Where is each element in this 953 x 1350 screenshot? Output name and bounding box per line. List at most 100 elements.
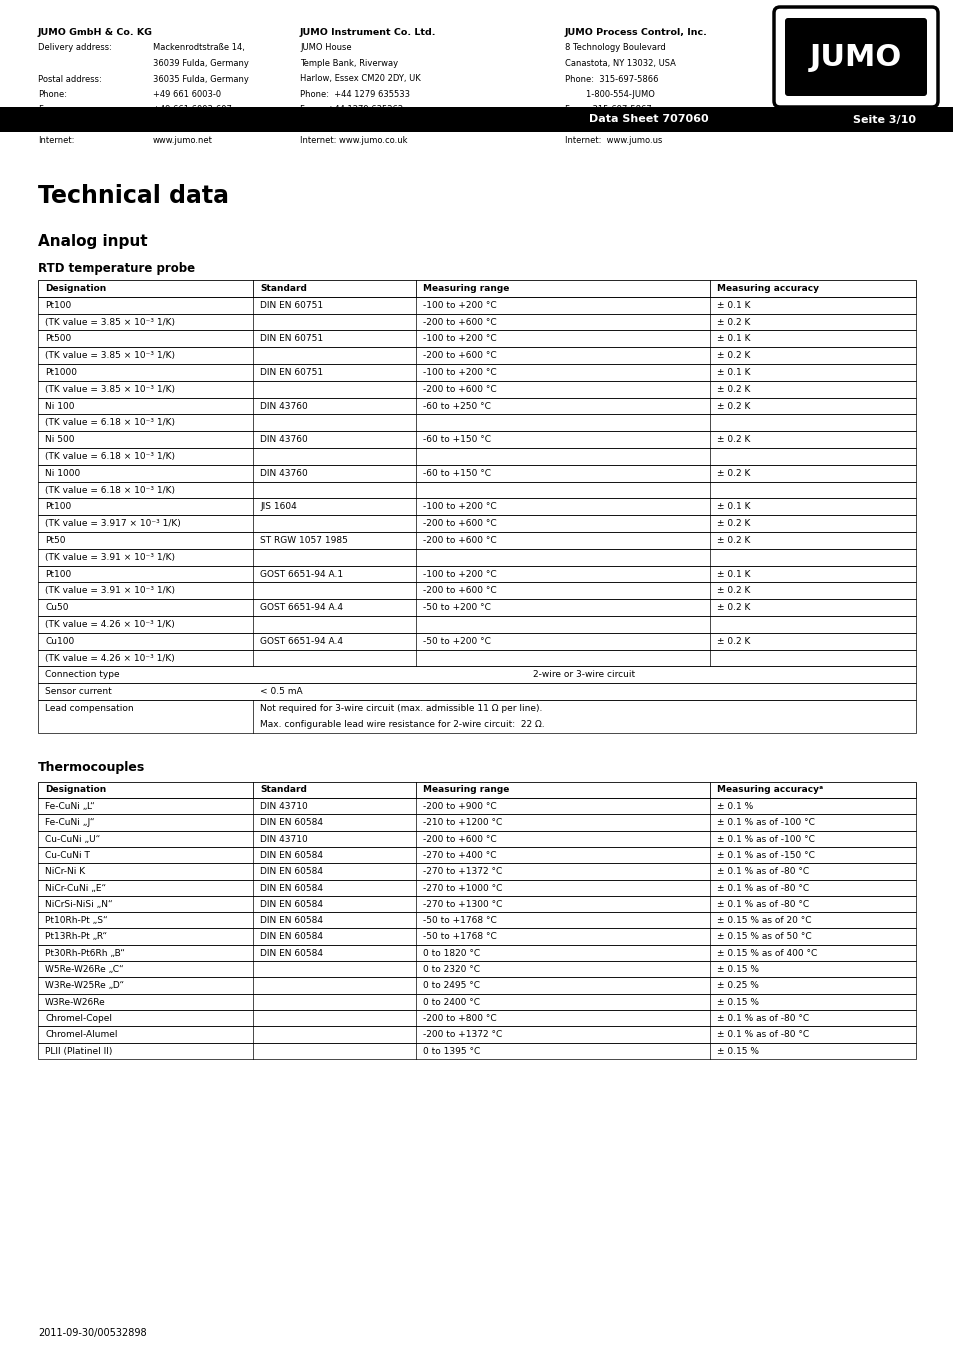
- Text: mail@jumo.net: mail@jumo.net: [152, 122, 216, 130]
- Bar: [38, 498, 915, 516]
- Bar: [38, 649, 915, 667]
- Text: ± 0.15 % as of 20 °C: ± 0.15 % as of 20 °C: [716, 917, 810, 925]
- Text: -50 to +1768 °C: -50 to +1768 °C: [422, 933, 496, 941]
- Text: Phone:  +44 1279 635533: Phone: +44 1279 635533: [299, 90, 410, 99]
- Text: DIN EN 60584: DIN EN 60584: [260, 949, 323, 957]
- Text: ± 0.15 % as of 50 °C: ± 0.15 % as of 50 °C: [716, 933, 810, 941]
- Text: ± 0.2 K: ± 0.2 K: [716, 536, 749, 545]
- Bar: [38, 929, 915, 945]
- Text: Measuring range: Measuring range: [422, 284, 508, 293]
- Text: W3Re-W25Re „D“: W3Re-W25Re „D“: [45, 981, 124, 991]
- Text: Mackenrodtstraße 14,: Mackenrodtstraße 14,: [152, 43, 245, 53]
- Bar: [38, 448, 915, 464]
- FancyBboxPatch shape: [784, 18, 926, 96]
- Text: (TK value = 3.85 × 10⁻³ 1/K): (TK value = 3.85 × 10⁻³ 1/K): [45, 317, 174, 327]
- Text: JUMO Process Control, Inc.: JUMO Process Control, Inc.: [564, 28, 707, 36]
- Text: Pt100: Pt100: [45, 502, 71, 512]
- Text: Measuring accuracy: Measuring accuracy: [716, 284, 818, 293]
- Bar: [38, 1010, 915, 1026]
- Text: DIN EN 60584: DIN EN 60584: [260, 850, 323, 860]
- Text: ± 0.2 K: ± 0.2 K: [716, 351, 749, 360]
- Bar: [38, 701, 915, 733]
- Text: ± 0.1 % as of -100 °C: ± 0.1 % as of -100 °C: [716, 834, 814, 844]
- Text: < 0.5 mA: < 0.5 mA: [260, 687, 302, 697]
- Text: Designation: Designation: [45, 284, 106, 293]
- Bar: [38, 633, 915, 649]
- Text: -200 to +600 °C: -200 to +600 °C: [422, 586, 496, 595]
- Text: Temple Bank, Riverway: Temple Bank, Riverway: [299, 59, 397, 68]
- Text: -60 to +150 °C: -60 to +150 °C: [422, 435, 490, 444]
- FancyBboxPatch shape: [773, 7, 937, 107]
- Text: ± 0.2 K: ± 0.2 K: [716, 586, 749, 595]
- Bar: [38, 667, 915, 683]
- Text: Fe-CuNi „J“: Fe-CuNi „J“: [45, 818, 94, 828]
- Text: -200 to +600 °C: -200 to +600 °C: [422, 317, 496, 327]
- Text: Not required for 3-wire circuit (max. admissible 11 Ω per line).: Not required for 3-wire circuit (max. ad…: [260, 703, 542, 713]
- Text: 36035 Fulda, Germany: 36035 Fulda, Germany: [152, 74, 249, 84]
- Bar: [38, 297, 915, 313]
- Text: PLII (Platinel II): PLII (Platinel II): [45, 1046, 112, 1056]
- Text: ± 0.2 K: ± 0.2 K: [716, 435, 749, 444]
- Text: ± 0.2 K: ± 0.2 K: [716, 520, 749, 528]
- Text: (TK value = 3.91 × 10⁻³ 1/K): (TK value = 3.91 × 10⁻³ 1/K): [45, 552, 174, 562]
- Bar: [38, 913, 915, 929]
- Text: Internet:: Internet:: [38, 136, 74, 146]
- Bar: [38, 945, 915, 961]
- Bar: [38, 549, 915, 566]
- Text: ± 0.1 %: ± 0.1 %: [716, 802, 752, 811]
- Text: -50 to +200 °C: -50 to +200 °C: [422, 637, 490, 645]
- Text: Pt13Rh-Pt „R“: Pt13Rh-Pt „R“: [45, 933, 107, 941]
- Text: DIN 43710: DIN 43710: [260, 802, 308, 811]
- Bar: [38, 1042, 915, 1058]
- Text: Pt1000: Pt1000: [45, 369, 77, 377]
- Bar: [38, 977, 915, 994]
- Text: -100 to +200 °C: -100 to +200 °C: [422, 335, 496, 343]
- Text: DIN EN 60584: DIN EN 60584: [260, 818, 323, 828]
- Text: Cu100: Cu100: [45, 637, 74, 645]
- Bar: [38, 364, 915, 381]
- Text: JUMO GmbH & Co. KG: JUMO GmbH & Co. KG: [38, 28, 152, 36]
- Text: Chromel-Alumel: Chromel-Alumel: [45, 1030, 117, 1040]
- Text: ± 0.1 % as of -150 °C: ± 0.1 % as of -150 °C: [716, 850, 814, 860]
- Text: (TK value = 3.85 × 10⁻³ 1/K): (TK value = 3.85 × 10⁻³ 1/K): [45, 351, 174, 360]
- Text: (TK value = 3.91 × 10⁻³ 1/K): (TK value = 3.91 × 10⁻³ 1/K): [45, 586, 174, 595]
- Text: Measuring range: Measuring range: [422, 786, 508, 794]
- Text: ± 0.1 K: ± 0.1 K: [716, 502, 749, 512]
- Text: ± 0.2 K: ± 0.2 K: [716, 401, 749, 410]
- Text: W3Re-W26Re: W3Re-W26Re: [45, 998, 106, 1007]
- Text: -270 to +1300 °C: -270 to +1300 °C: [422, 900, 501, 909]
- Text: -100 to +200 °C: -100 to +200 °C: [422, 502, 496, 512]
- Text: (TK value = 6.18 × 10⁻³ 1/K): (TK value = 6.18 × 10⁻³ 1/K): [45, 486, 174, 494]
- Text: GOST 6651-94 A.4: GOST 6651-94 A.4: [260, 603, 343, 612]
- Text: Harlow, Essex CM20 2DY, UK: Harlow, Essex CM20 2DY, UK: [299, 74, 420, 84]
- Text: Measuring accuracyᵃ: Measuring accuracyᵃ: [716, 786, 821, 794]
- Bar: [38, 398, 915, 414]
- Bar: [38, 279, 915, 297]
- Text: E-mail:  info@jumo.us: E-mail: info@jumo.us: [564, 122, 656, 130]
- Text: Fax:    +44 1279 635262: Fax: +44 1279 635262: [299, 105, 403, 115]
- Text: ± 0.2 K: ± 0.2 K: [716, 603, 749, 612]
- Text: +49 661 6003-0: +49 661 6003-0: [152, 90, 221, 99]
- Text: Thermocouples: Thermocouples: [38, 761, 145, 774]
- Text: ± 0.2 K: ± 0.2 K: [716, 468, 749, 478]
- Text: NiCr-CuNi „E“: NiCr-CuNi „E“: [45, 883, 106, 892]
- Text: (TK value = 4.26 × 10⁻³ 1/K): (TK value = 4.26 × 10⁻³ 1/K): [45, 653, 174, 663]
- Text: Cu-CuNi T: Cu-CuNi T: [45, 850, 90, 860]
- Text: -60 to +250 °C: -60 to +250 °C: [422, 401, 490, 410]
- Text: Pt100: Pt100: [45, 301, 71, 309]
- Bar: [38, 896, 915, 913]
- Text: ± 0.15 %: ± 0.15 %: [716, 1046, 758, 1056]
- Text: Connection type: Connection type: [45, 671, 119, 679]
- Text: -200 to +800 °C: -200 to +800 °C: [422, 1014, 496, 1023]
- Text: -50 to +1768 °C: -50 to +1768 °C: [422, 917, 496, 925]
- Bar: [38, 863, 915, 880]
- Bar: [38, 414, 915, 431]
- Text: E-mail:  sales@jumo.co.uk: E-mail: sales@jumo.co.uk: [299, 122, 410, 130]
- Text: -200 to +600 °C: -200 to +600 °C: [422, 520, 496, 528]
- Text: Ni 100: Ni 100: [45, 401, 74, 410]
- Bar: [38, 830, 915, 846]
- Text: ± 0.1 K: ± 0.1 K: [716, 570, 749, 579]
- Bar: [38, 331, 915, 347]
- Bar: [38, 599, 915, 616]
- Text: www.jumo.net: www.jumo.net: [152, 136, 213, 146]
